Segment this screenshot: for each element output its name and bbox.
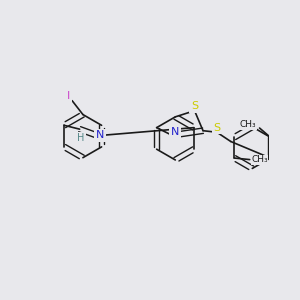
Text: N: N (171, 127, 179, 137)
Text: CH₃: CH₃ (240, 120, 256, 129)
Text: S: S (213, 123, 220, 133)
Text: H: H (77, 134, 85, 143)
Text: S: S (191, 101, 198, 111)
Text: N: N (95, 130, 104, 140)
Text: CH₃: CH₃ (251, 155, 268, 164)
Text: I: I (67, 91, 70, 101)
